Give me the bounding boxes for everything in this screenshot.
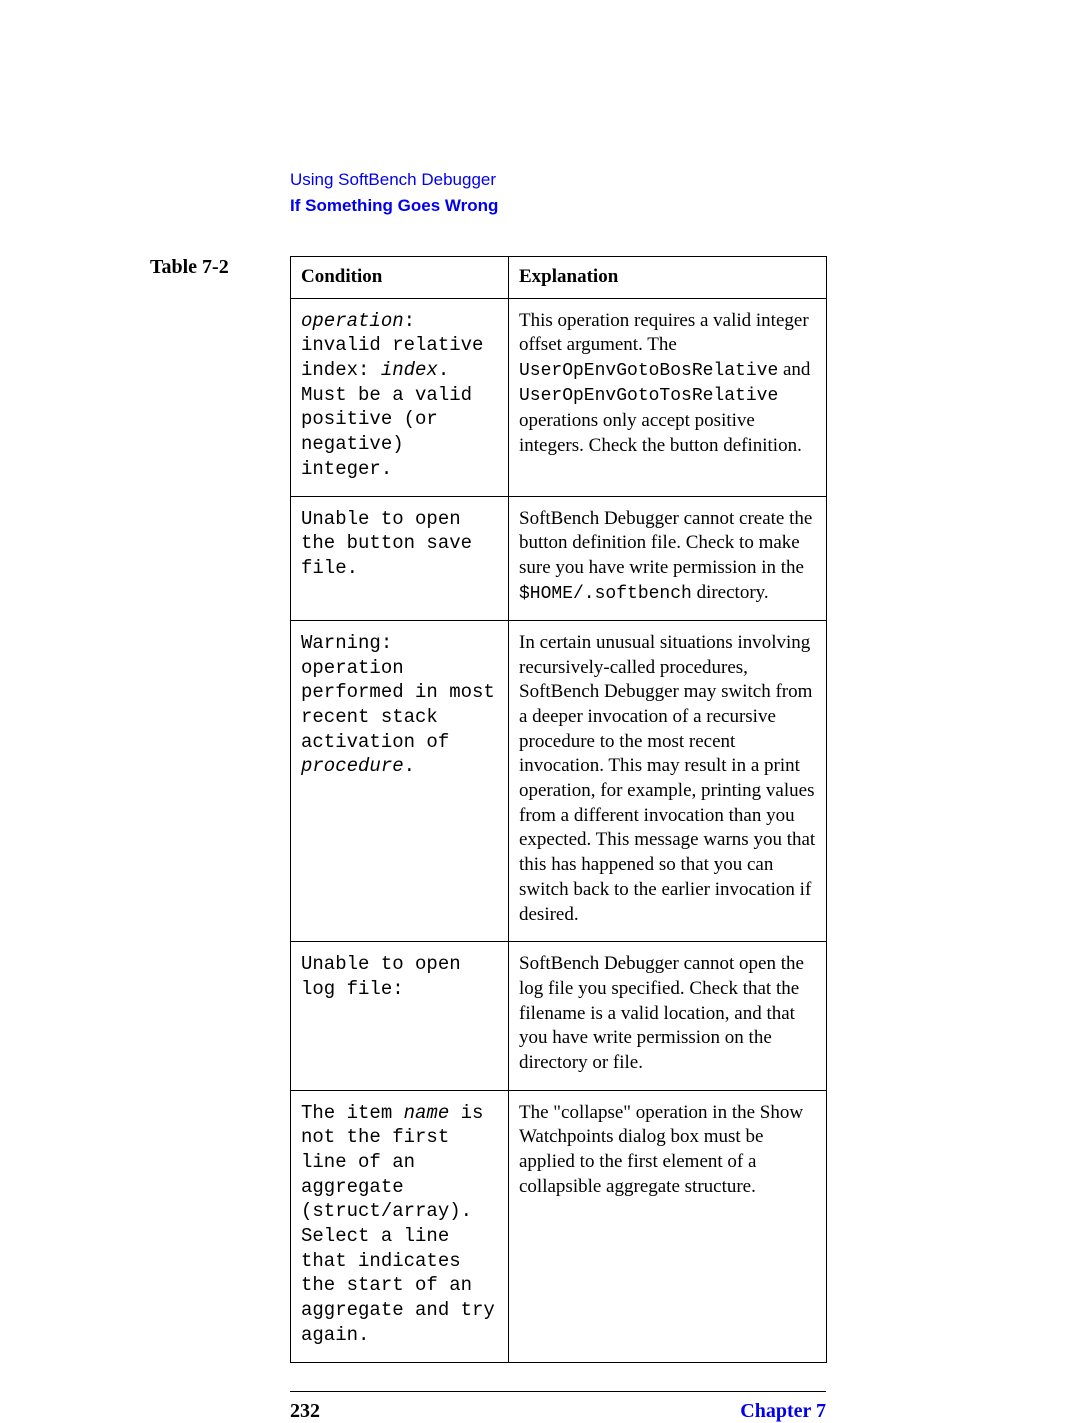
page-footer: 232 Chapter 7 — [290, 1400, 826, 1423]
table-row: Warning: operation performed in most rec… — [291, 620, 827, 941]
text: is not the first line of an aggregate (s… — [301, 1102, 495, 1346]
explanation-cell: SoftBench Debugger cannot create the but… — [509, 496, 827, 620]
table-row: The item name is not the first line of a… — [291, 1090, 827, 1362]
index-var: index — [381, 359, 438, 381]
explanation-cell: SoftBench Debugger cannot open the log f… — [509, 942, 827, 1090]
condition-cell: Unable to open log file: — [291, 942, 509, 1090]
table-row: operation: invalid relative index: index… — [291, 298, 827, 496]
table-header-row: Condition Explanation — [291, 257, 827, 299]
code: UserOpEnvGotoTosRelative — [519, 386, 778, 406]
explanation-cell: In certain unusual situations involving … — [509, 620, 827, 941]
col-explanation: Explanation — [509, 257, 827, 299]
breadcrumb: Using SoftBench Debugger — [290, 170, 840, 190]
text: and — [778, 359, 810, 380]
explanation-cell: The "collapse" operation in the Show Wat… — [509, 1090, 827, 1362]
condition-cell: Unable to open the button save file. — [291, 496, 509, 620]
name-var: name — [404, 1102, 450, 1124]
table-row: Unable to open the button save file. Sof… — [291, 496, 827, 620]
code: $HOME/.softbench — [519, 584, 692, 604]
text: SoftBench Debugger cannot create the but… — [519, 508, 812, 578]
text: This operation requires a valid integer … — [519, 310, 809, 356]
chapter-link[interactable]: Chapter 7 — [740, 1400, 826, 1423]
section-subhead: If Something Goes Wrong — [290, 196, 840, 216]
col-condition: Condition — [291, 257, 509, 299]
code: UserOpEnvGotoBosRelative — [519, 361, 778, 381]
document-page: Using SoftBench Debugger If Something Go… — [0, 0, 1080, 1397]
text: directory. — [692, 582, 769, 603]
condition-cell: operation: invalid relative index: index… — [291, 298, 509, 496]
condition-cell: Warning: operation performed in most rec… — [291, 620, 509, 941]
page-number: 232 — [290, 1400, 320, 1423]
table-block: Table 7-2 Condition Explanation operatio… — [150, 256, 840, 1363]
text: The item — [301, 1102, 404, 1124]
text: Warning: operation performed in most rec… — [301, 632, 495, 753]
conditions-table: Condition Explanation operation: invalid… — [290, 256, 827, 1363]
table-row: Unable to open log file: SoftBench Debug… — [291, 942, 827, 1090]
condition-cell: The item name is not the first line of a… — [291, 1090, 509, 1362]
explanation-cell: This operation requires a valid integer … — [509, 298, 827, 496]
footer-rule — [290, 1391, 826, 1392]
procedure-var: procedure — [301, 755, 404, 777]
operation-var: operation — [301, 310, 404, 332]
table-label: Table 7-2 — [150, 256, 290, 279]
text: . — [404, 755, 415, 777]
text: operations only accept positive integers… — [519, 410, 802, 456]
